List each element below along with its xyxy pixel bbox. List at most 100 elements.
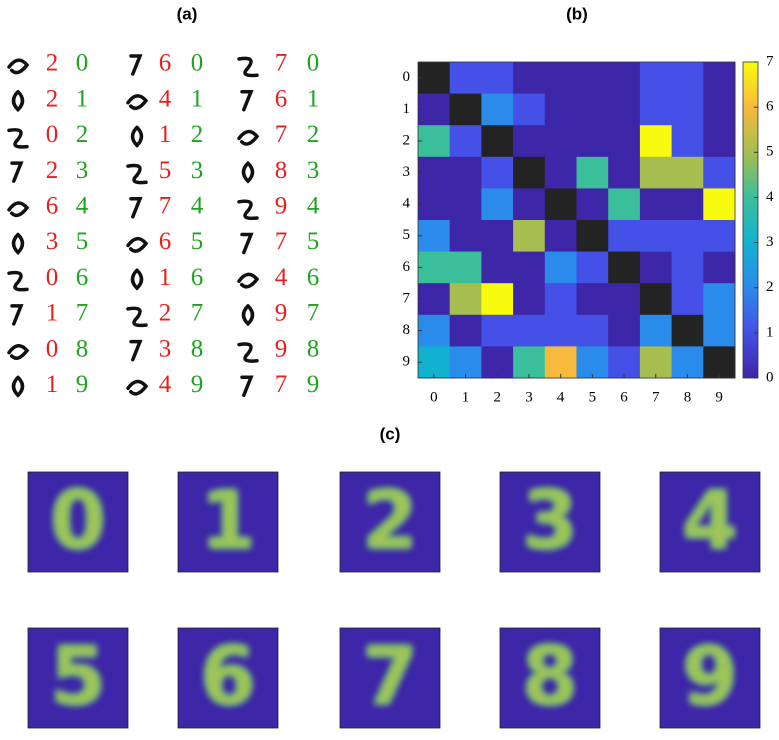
- true-label: 9: [76, 371, 89, 398]
- prototype-image: 00: [27, 471, 129, 573]
- heat-cell: [544, 93, 577, 126]
- heat-cell: [513, 251, 546, 284]
- heat-cell: [639, 93, 673, 126]
- digit-image: [7, 58, 30, 75]
- digit-image: [130, 125, 144, 148]
- heat-cell: [703, 283, 736, 316]
- digit-image: [126, 379, 149, 396]
- true-label: 1: [307, 85, 320, 112]
- true-label: 6: [307, 264, 320, 291]
- heat-cell: [608, 283, 641, 316]
- x-tick-label: 8: [684, 389, 692, 405]
- digit-image: [240, 232, 254, 255]
- colorbar-tick-label: 1: [766, 324, 774, 340]
- heat-cell: [449, 314, 482, 347]
- heat-cell: [418, 346, 451, 379]
- digit-image: [7, 344, 30, 360]
- digit-image: [237, 342, 259, 363]
- predicted-label: 5: [159, 157, 172, 184]
- heat-cell: [544, 62, 577, 95]
- prototype-digit-core: 7: [362, 630, 418, 723]
- heat-cell: [608, 220, 641, 253]
- predicted-label: 1: [46, 300, 59, 327]
- diagonal-cell: [513, 156, 546, 189]
- true-label: 6: [191, 264, 204, 291]
- colorbar-tick-label: 2: [766, 279, 774, 295]
- predicted-label: 0: [46, 121, 59, 148]
- heat-cell: [513, 220, 546, 253]
- heat-cell: [671, 251, 704, 284]
- digit-image: [129, 339, 143, 362]
- heat-cell: [576, 346, 609, 379]
- prototype-image: 44: [659, 471, 761, 573]
- true-label: 0: [191, 50, 204, 77]
- heat-cell: [481, 188, 514, 221]
- heat-cell: [481, 220, 514, 253]
- true-label: 7: [191, 300, 204, 327]
- heat-cell: [671, 188, 704, 221]
- image-background: [339, 471, 441, 573]
- heat-cell: [671, 283, 704, 316]
- digit-image: [11, 232, 25, 255]
- digit-image: [11, 375, 25, 398]
- panel-title: (a): [177, 4, 198, 23]
- digit-image: [126, 163, 148, 185]
- prototype-image: 11: [177, 471, 279, 573]
- digit-image: [10, 304, 24, 326]
- heat-cell: [418, 283, 451, 316]
- prototype-image: 77: [339, 627, 441, 729]
- x-tick-label: 9: [715, 389, 723, 405]
- heat-cell: [608, 314, 641, 347]
- true-label: 4: [191, 193, 204, 220]
- heat-cell: [481, 346, 514, 379]
- y-tick-label: 4: [403, 196, 411, 212]
- digit-image: [237, 56, 259, 78]
- heat-cell: [576, 156, 609, 189]
- heat-cell: [449, 156, 482, 189]
- x-tick-label: 2: [494, 389, 502, 405]
- digit-image: [7, 270, 29, 292]
- predicted-label: 1: [46, 371, 59, 398]
- heat-cell: [608, 156, 641, 189]
- heat-cell: [513, 314, 546, 347]
- y-tick-label: 2: [403, 132, 411, 148]
- predicted-label: 7: [275, 371, 288, 398]
- heat-cell: [703, 93, 736, 126]
- panel-title: (b): [566, 4, 588, 23]
- heat-cell: [671, 93, 704, 126]
- heat-cell: [418, 93, 451, 126]
- predicted-label: 2: [46, 50, 59, 77]
- digit-image: [126, 306, 148, 328]
- prototype-digit-core: 2: [362, 474, 418, 567]
- digit-image: [7, 128, 29, 149]
- digit-image: [129, 197, 143, 219]
- heat-cell: [481, 93, 514, 126]
- x-tick-label: 7: [652, 389, 660, 405]
- heat-cell: [544, 283, 577, 316]
- true-label: 5: [191, 228, 204, 255]
- plot-frame: [417, 61, 736, 379]
- predicted-label: 1: [159, 264, 172, 291]
- predicted-label: 9: [275, 193, 288, 220]
- true-label: 1: [76, 85, 89, 112]
- heat-cell: [703, 156, 736, 189]
- prototype-image: 55: [27, 627, 129, 729]
- heat-cell: [544, 251, 577, 284]
- heat-cell: [576, 314, 609, 347]
- y-tick-label: 5: [403, 227, 411, 243]
- x-tick-label: 0: [430, 389, 438, 405]
- prototype-image: 99: [659, 627, 761, 729]
- true-label: 3: [191, 157, 204, 184]
- true-label: 6: [76, 264, 89, 291]
- diagonal-cell: [671, 314, 704, 347]
- digit-image: [126, 236, 149, 253]
- digit-image: [240, 375, 254, 398]
- heat-cell: [703, 62, 736, 95]
- diagonal-cell: [576, 220, 609, 253]
- heat-cell: [703, 314, 736, 347]
- x-tick-label: 6: [620, 389, 628, 405]
- heat-cell: [576, 125, 609, 158]
- heat-cell: [639, 220, 673, 253]
- heat-cell: [481, 314, 514, 347]
- prototype-image: 22: [339, 471, 441, 573]
